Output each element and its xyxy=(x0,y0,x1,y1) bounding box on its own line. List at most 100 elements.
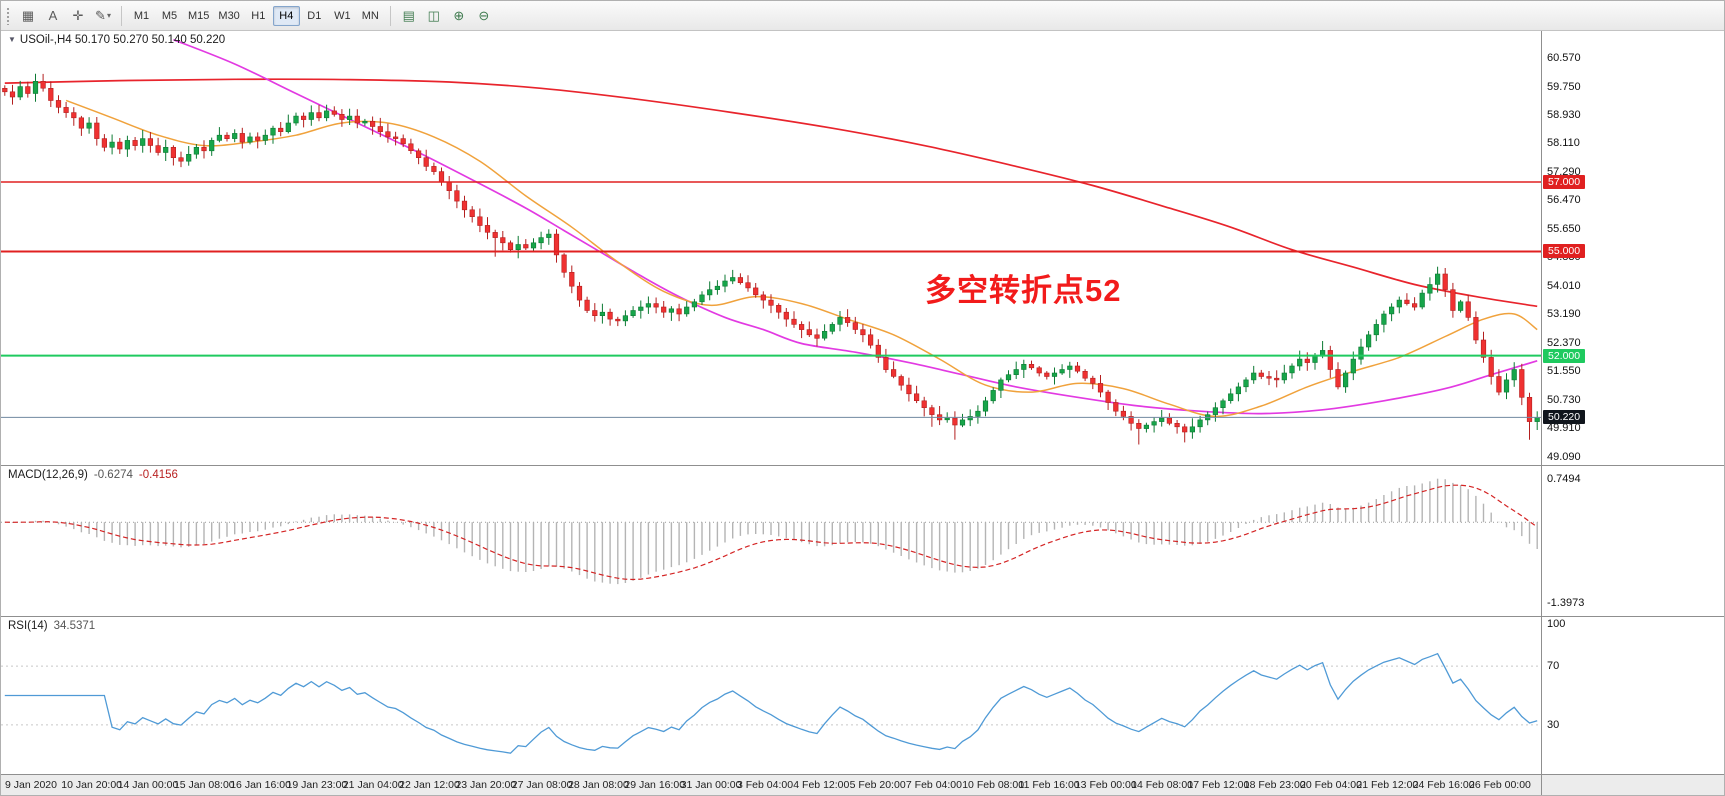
time-axis-label: 26 Feb 00:00 xyxy=(1469,779,1531,791)
macd-main-value: -0.6274 xyxy=(93,469,133,481)
candlestick-chart-svg[interactable] xyxy=(1,31,1541,465)
toolbar-left-icons: ▦ A ✛ ✎ ▾ xyxy=(16,5,115,27)
zoom-out-icon[interactable]: ⊖ xyxy=(472,5,496,27)
rsi-axis-label: 70 xyxy=(1547,660,1560,673)
timeframe-button-M1[interactable]: M1 xyxy=(128,6,155,26)
rsi-axis-label: 30 xyxy=(1547,718,1560,731)
time-axis-label: 3 Feb 04:00 xyxy=(737,779,794,791)
time-axis-label: 21 Jan 04:00 xyxy=(342,779,404,791)
toolbar-right-icons: ▤ ◫ ⊕ ⊖ xyxy=(397,5,496,27)
time-axis-label: 21 Feb 12:00 xyxy=(1356,779,1419,791)
macd-panel[interactable]: MACD(12,26,9) -0.6274 -0.4156 0.7494 -1.397… xyxy=(1,465,1724,616)
rsi-scale[interactable]: 100 70 30 xyxy=(1541,617,1724,774)
rsi-label: RSI(14) 34.5371 xyxy=(8,620,95,632)
time-axis-label: 4 Feb 12:00 xyxy=(793,779,850,791)
timeframe-button-D1[interactable]: D1 xyxy=(301,6,328,26)
macd-scale[interactable]: 0.7494 -1.3973 xyxy=(1541,466,1724,616)
price-axis-label: 60.570 xyxy=(1547,52,1581,65)
time-axis-label: 27 Jan 08:00 xyxy=(511,779,573,791)
time-axis-label: 23 Jan 20:00 xyxy=(455,779,517,791)
rsi-value: 34.5371 xyxy=(53,620,96,632)
toolbar: ▦ A ✛ ✎ ▾ M1 M5 M15 M30 H1 H4 D1 W1 MN ▤ ◫ ⊕ ⊖ xyxy=(1,1,1724,31)
price-tag-55.000: 55.000 xyxy=(1543,244,1586,259)
time-axis-label: 22 Jan 12:00 xyxy=(399,779,460,791)
macd-plot[interactable]: MACD(12,26,9) -0.6274 -0.4156 xyxy=(1,466,1541,616)
price-tag-52.000: 52.000 xyxy=(1543,348,1586,363)
time-axis-label: 14 Jan 00:00 xyxy=(117,779,179,791)
timeframe-button-W1[interactable]: W1 xyxy=(329,6,356,26)
macd-name: MACD(12,26,9) xyxy=(8,469,88,481)
rsi-chart-svg[interactable] xyxy=(1,617,1541,774)
time-axis-row: 9 Jan 2020 10 Jan 20:00 14 Jan 00:00 15 Jan… xyxy=(1,774,1724,795)
macd-axis-label: -1.3973 xyxy=(1547,597,1585,610)
time-axis-label: 10 Jan 20:00 xyxy=(61,779,123,791)
price-scale[interactable]: 60.570 59.750 58.930 58.110 57.290 56.470 55.6… xyxy=(1541,31,1724,465)
price-tag-57.000: 57.000 xyxy=(1543,175,1586,190)
rsi-panel[interactable]: RSI(14) 34.5371 100 70 30 xyxy=(1,616,1724,774)
toolbar-separator xyxy=(389,5,391,26)
time-axis-label: 5 Feb 20:00 xyxy=(849,779,906,791)
crosshair-tool-icon[interactable]: ✛ xyxy=(66,5,90,27)
rsi-name: RSI(14) xyxy=(8,620,48,632)
timeframe-button-M30[interactable]: M30 xyxy=(214,6,243,26)
time-axis-label: 20 Feb 04:00 xyxy=(1300,779,1362,791)
dropdown-caret-icon: ▾ xyxy=(106,11,111,20)
new-chart-icon[interactable]: ▤ xyxy=(397,5,421,27)
time-axis[interactable]: 9 Jan 2020 10 Jan 20:00 14 Jan 00:00 15 Jan… xyxy=(1,775,1541,795)
timeframe-group: M1 M5 M15 M30 H1 H4 D1 W1 MN xyxy=(128,5,384,26)
time-axis-corner xyxy=(1541,775,1724,795)
tile-windows-icon[interactable]: ◫ xyxy=(422,5,446,27)
symbol-collapse-icon[interactable]: ▼ xyxy=(8,35,16,44)
price-axis-label: 54.010 xyxy=(1547,279,1581,292)
time-axis-label: 11 Feb 16:00 xyxy=(1018,779,1080,791)
timeframe-button-MN[interactable]: MN xyxy=(357,6,384,26)
ma-fast-line xyxy=(65,99,1538,418)
time-axis-label: 31 Jan 00:00 xyxy=(680,779,742,791)
price-axis-label: 49.910 xyxy=(1547,422,1581,435)
price-axis-label: 59.750 xyxy=(1547,80,1581,93)
rsi-line xyxy=(4,652,1538,754)
rsi-plot[interactable]: RSI(14) 34.5371 xyxy=(1,617,1541,774)
price-axis-label: 52.370 xyxy=(1547,336,1581,349)
time-axis-label: 16 Jan 16:00 xyxy=(230,779,291,791)
time-axis-label: 24 Feb 16:00 xyxy=(1412,779,1475,791)
time-axis-label: 15 Jan 08:00 xyxy=(173,779,235,791)
timeframe-button-H4[interactable]: H4 xyxy=(272,5,300,26)
macd-axis-label: 0.7494 xyxy=(1547,472,1581,485)
chart-templates-icon[interactable]: ▦ xyxy=(16,5,40,27)
time-axis-label: 7 Feb 04:00 xyxy=(905,779,962,791)
price-axis-label: 58.110 xyxy=(1547,137,1580,150)
time-axis-label: 17 Feb 12:00 xyxy=(1187,779,1250,791)
zoom-in-icon[interactable]: ⊕ xyxy=(447,5,471,27)
price-axis-label: 55.650 xyxy=(1547,222,1581,235)
macd-signal-line xyxy=(4,484,1538,581)
time-axis-label: 18 Feb 23:00 xyxy=(1243,779,1306,791)
timeframe-button-M5[interactable]: M5 xyxy=(156,6,183,26)
price-axis-label: 57.290 xyxy=(1547,165,1581,178)
price-axis-label: 53.190 xyxy=(1547,308,1581,321)
time-axis-label: 9 Jan 2020 xyxy=(5,779,57,791)
draw-tools-icon[interactable]: ✎ ▾ xyxy=(91,5,115,27)
time-axis-label: 13 Feb 00:00 xyxy=(1074,779,1137,791)
time-axis-label: 19 Jan 23:00 xyxy=(286,779,348,791)
main-chart-plot[interactable]: ▼ USOil-,H4 50.170 50.270 50.140 50.220 多… xyxy=(1,31,1541,465)
timeframe-button-H1[interactable]: H1 xyxy=(245,6,272,26)
time-axis-label: 10 Feb 08:00 xyxy=(962,779,1025,791)
timeframe-button-M15[interactable]: M15 xyxy=(184,6,213,26)
price-axis-label: 49.090 xyxy=(1547,450,1581,463)
macd-label: MACD(12,26,9) -0.6274 -0.4156 xyxy=(8,469,178,481)
macd-signal-value: -0.4156 xyxy=(138,469,178,481)
toolbar-separator xyxy=(121,5,122,26)
text-tool-icon[interactable]: A xyxy=(41,5,65,27)
time-axis-label: 29 Jan 16:00 xyxy=(624,779,686,791)
toolbar-grip[interactable] xyxy=(6,6,11,25)
price-axis-label: 50.730 xyxy=(1547,393,1581,406)
price-axis-label: 51.550 xyxy=(1547,365,1581,378)
time-axis-label: 28 Jan 08:00 xyxy=(568,779,629,791)
main-chart-panel[interactable]: ▼ USOil-,H4 50.170 50.270 50.140 50.220 多… xyxy=(1,31,1724,465)
ma-slow-line xyxy=(4,78,1538,308)
macd-chart-svg[interactable] xyxy=(1,466,1541,616)
chart-annotation: 多空转折点52 xyxy=(925,273,1122,309)
price-tag-50.220: 50.220 xyxy=(1543,410,1586,425)
